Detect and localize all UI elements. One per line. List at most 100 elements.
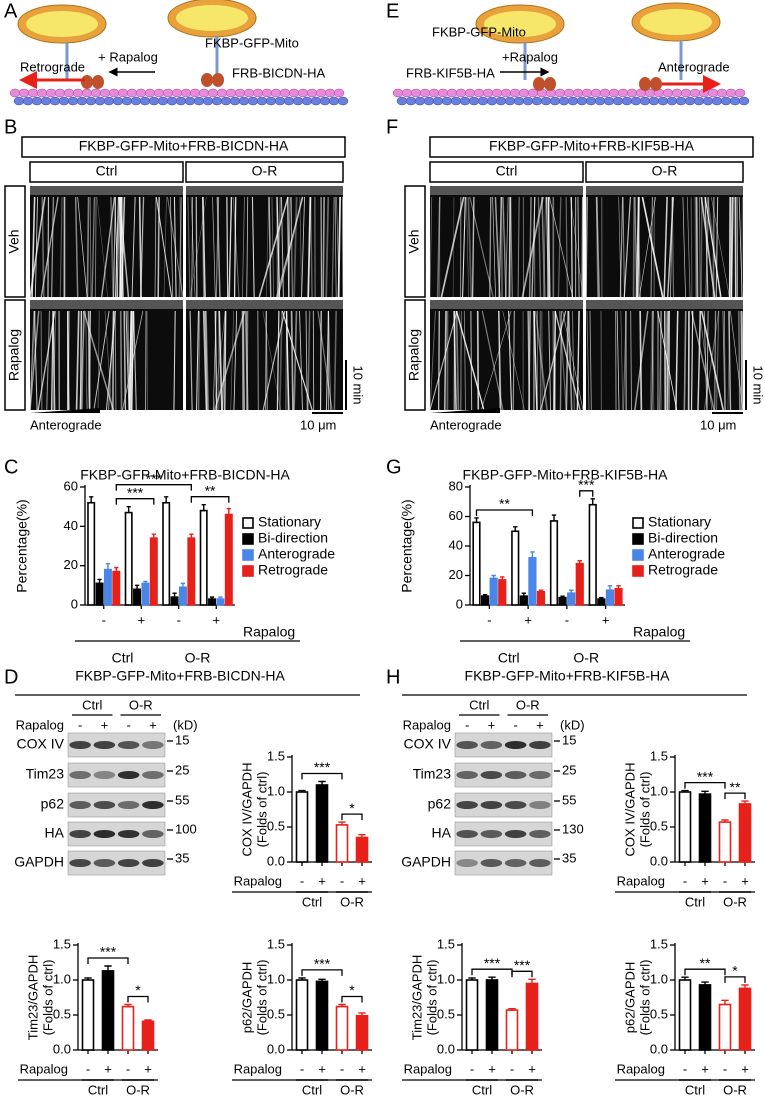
y-axis-label: (Folds of ctrl) [637,960,652,1036]
kymo-track [123,310,127,411]
blot-band [69,801,91,809]
microtubule [63,88,75,98]
legend-swatch [632,549,644,561]
kymo-track [241,310,245,411]
x-tick-label: - [340,1061,344,1076]
error-bar [126,505,131,513]
legend-swatch [242,549,254,561]
microtubule [558,96,570,106]
blot-condition: + [101,717,109,732]
microtubule [238,96,250,106]
kymo-track [163,196,167,298]
blot-condition: - [513,717,517,732]
kymo-track [547,196,550,298]
kymo-track [333,310,337,411]
microtubule [716,88,728,98]
microtubule [738,96,750,106]
row-label: Veh [6,229,22,253]
kymo-track [173,310,176,411]
microtubule [702,96,714,106]
kymo-strip [186,300,343,309]
kymo-strip [430,186,583,195]
kymo-track [110,196,115,298]
factor-label: Rapalog [633,624,685,640]
significance-label: * [349,800,355,816]
error-bar [226,507,231,515]
significance-bracket [301,969,343,976]
microtubule [567,96,579,106]
bar [162,501,171,606]
kymo-track [469,196,494,298]
kymo-track [508,310,513,411]
microtubule [540,96,552,106]
significance-bracket [341,995,363,1003]
kymo-track [46,310,51,411]
kymo-strip [586,186,743,195]
microtubule [216,88,228,98]
direction-wedge [430,408,500,413]
row-box [404,185,426,298]
microtubule [202,96,214,106]
microtubule [166,96,178,106]
kymo-track [455,310,460,411]
kymo-track [736,196,739,298]
microtubule [734,88,746,98]
blot-band [117,830,140,838]
bar [315,784,329,863]
kymo-track [257,310,260,411]
panel-letter: A [4,0,18,22]
kymo-track [307,310,311,411]
legend-label: Bi-direction [258,530,328,546]
blot-treatment: Rapalog [16,717,64,732]
microtubule [707,88,719,98]
kymo-track [290,310,294,411]
protein-label: GAPDH [401,854,451,870]
bar [112,570,121,606]
group-label: O-R [340,894,364,909]
bar [224,513,233,606]
significance-bracket [115,484,192,491]
bar [498,579,507,606]
microtubule [220,96,232,106]
kymo-track [78,310,86,411]
kymograph [186,300,343,410]
kd-marker: 15 [175,732,189,747]
bar [141,1020,155,1051]
bar [124,511,133,606]
microtubule [103,96,115,106]
kymo-track [715,310,720,411]
y-tick-label: 1.0 [650,783,668,798]
error-bar [491,574,496,579]
blot-band [529,859,551,867]
protein-label: HA [432,825,452,841]
bar [525,982,539,1051]
kymo-track [436,196,441,298]
protein-label: COX IV [404,736,452,752]
kymo-track [166,196,184,298]
kymo-track [675,310,679,411]
column-label: O-R [252,163,278,179]
microtubule [45,88,57,98]
kymo-track [241,196,245,298]
microtubule [229,96,241,106]
error-bar [488,976,496,980]
kymo-track [216,196,221,298]
kymo-track [154,196,157,298]
kd-marker: 35 [562,850,576,865]
kymo-strip [430,300,583,309]
error-bar [338,821,346,825]
y-tick-label: 1.5 [437,936,455,951]
factor-label: Rapalog [20,1061,68,1076]
microtubule [225,88,237,98]
microtubule [513,96,525,106]
space-scale: 10 μm [300,417,336,432]
protein-label: p62 [428,796,452,812]
microtubule [99,88,111,98]
kymo-track [429,310,436,411]
significance-label: *** [484,955,501,971]
microtubule [162,88,174,98]
significance-bracket [301,772,343,780]
kymo-track [659,310,662,411]
microtubule [684,96,696,106]
